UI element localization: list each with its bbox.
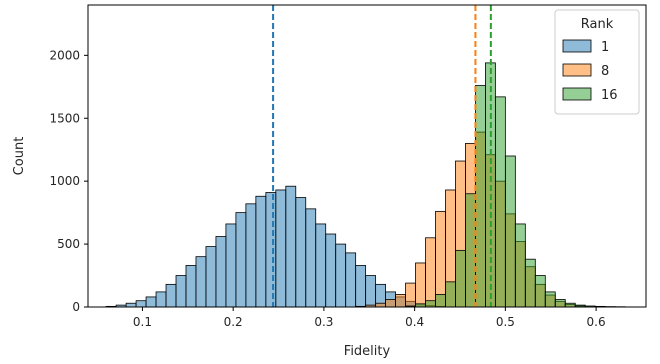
bar-rank-1-21 [315, 223, 327, 308]
mean-lines-layer [272, 5, 492, 307]
bar-rank-16-6 [465, 193, 476, 308]
bar-rank-8-8 [435, 210, 446, 308]
legend-label-rank-1: 1 [601, 40, 609, 55]
bar-rank-16-12 [524, 258, 536, 308]
x-tick-label: 0.4 [405, 315, 424, 329]
bar-rank-1-7 [175, 275, 187, 308]
y-tick-label: 0 [72, 300, 80, 314]
bar-rank-1-12 [225, 223, 237, 308]
bar-rank-1-24 [345, 252, 357, 308]
bar-rank-1-18 [285, 185, 297, 308]
x-tick-label: 0.2 [224, 315, 243, 329]
bar-rank-1-23 [335, 243, 347, 308]
bar-rank-16-11 [514, 223, 526, 308]
bar-rank-1-19 [295, 197, 307, 308]
legend-swatch-rank-16 [562, 87, 592, 101]
bar-rank-16-7 [475, 85, 486, 308]
legend-swatch-rank-8 [562, 63, 592, 77]
plot-frame [87, 4, 647, 308]
bar-rank-1-25 [355, 265, 367, 308]
bar-rank-1-2 [125, 302, 137, 308]
y-tick-label: 500 [57, 237, 80, 251]
bar-rank-1-26 [365, 275, 377, 308]
bar-rank-1-4 [145, 296, 157, 308]
bar-rank-8-2 [375, 302, 386, 308]
legend-label-rank-16: 16 [601, 88, 618, 103]
bar-rank-16-16 [564, 302, 576, 308]
x-tick-label: 0.1 [133, 315, 152, 329]
bar-rank-16-4 [445, 281, 456, 308]
bar-rank-16-3 [435, 294, 446, 308]
bar-rank-1-8 [185, 265, 197, 308]
legend-title: Rank [581, 17, 614, 32]
bar-rank-1-17 [275, 189, 287, 308]
legend-label-rank-8: 8 [601, 64, 609, 79]
bar-rank-1-22 [325, 233, 337, 308]
bar-rank-1-3 [135, 300, 147, 308]
x-tick-label: 0.5 [496, 315, 515, 329]
y-tick-label: 1000 [49, 174, 80, 188]
series-16-bars [405, 62, 626, 308]
bar-rank-1-13 [235, 212, 247, 308]
bar-rank-8-4 [395, 294, 406, 308]
bar-rank-8-3 [385, 299, 396, 308]
bar-rank-16-9 [494, 96, 506, 308]
series-1-bars [105, 185, 446, 308]
bar-rank-8-7 [425, 237, 436, 308]
y-tick-label: 1500 [49, 111, 80, 125]
bar-rank-1-9 [195, 256, 207, 308]
y-tick-label: 2000 [49, 48, 80, 62]
x-tick-label: 0.6 [587, 315, 606, 329]
legend-swatch-rank-1 [562, 39, 592, 53]
y-axis-label: Count [12, 137, 27, 176]
bar-rank-16-5 [455, 249, 466, 308]
y-axis: 0 500 1000 1500 2000 [49, 48, 88, 314]
bar-rank-1-5 [155, 291, 167, 308]
bar-rank-1-11 [215, 236, 227, 308]
bar-rank-1-14 [245, 203, 257, 308]
bar-rank-1-6 [165, 283, 177, 308]
bar-rank-16-15 [554, 299, 566, 308]
bar-rank-1-10 [205, 246, 217, 308]
bar-rank-1-20 [305, 208, 317, 308]
bar-rank-16-14 [544, 291, 556, 308]
bar-rank-16-13 [534, 275, 546, 308]
bar-rank-16-2 [425, 300, 436, 308]
bar-rank-1-16 [265, 192, 277, 308]
bars-layer [105, 62, 626, 308]
bar-rank-8-5 [405, 282, 416, 308]
x-tick-label: 0.3 [314, 315, 333, 329]
x-axis-label: Fidelity [344, 344, 391, 359]
x-axis: 0.1 0.2 0.3 0.4 0.5 0.6 [133, 307, 606, 329]
bar-rank-1-15 [255, 195, 267, 308]
bar-rank-16-10 [504, 155, 516, 308]
bar-rank-8-6 [415, 262, 426, 308]
